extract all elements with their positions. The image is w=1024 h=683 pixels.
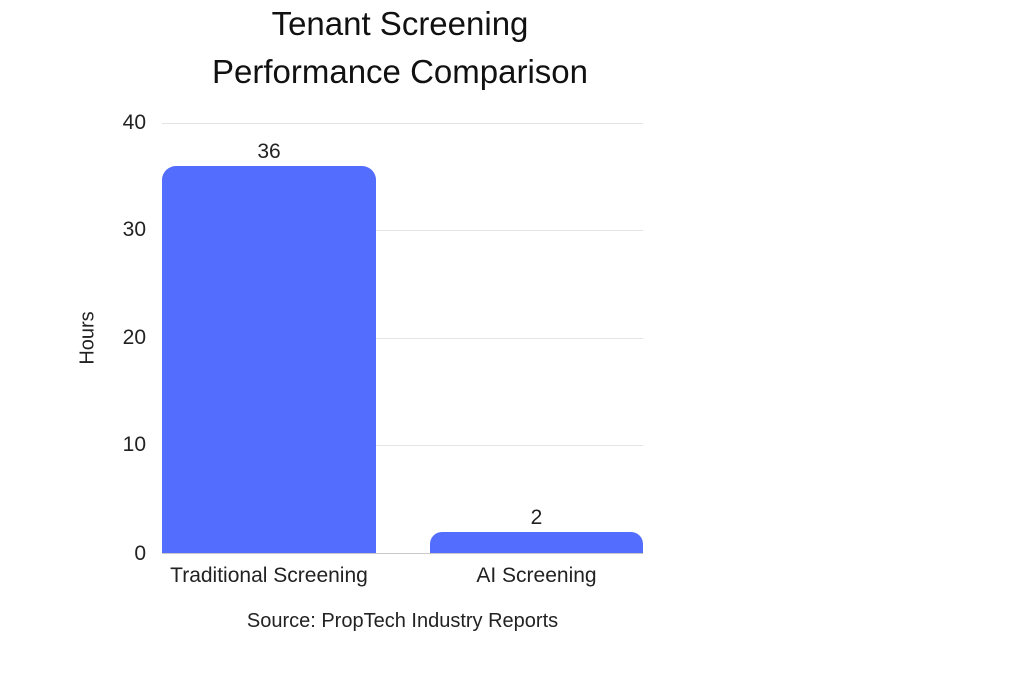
x-category-ai-screening: AI Screening [476, 564, 597, 587]
bar-value-traditional-screening: 36 [257, 140, 281, 163]
y-axis-label: Hours [76, 311, 99, 365]
bar-value-ai-screening: 2 [530, 506, 543, 529]
y-tick-20: 20 [122, 326, 146, 349]
chart-title-line-1: Tenant Screening [271, 5, 529, 42]
x-category-traditional-screening: Traditional Screening [170, 564, 368, 587]
chart-title-line-2: Performance Comparison [212, 53, 588, 90]
bar-ai-screening [430, 532, 643, 553]
x-axis-baseline [162, 553, 643, 554]
chart-title: Tenant Screening Performance Comparison [160, 0, 640, 96]
source-note: Source: PropTech Industry Reports [246, 610, 559, 632]
gridline-10 [162, 445, 643, 446]
y-tick-10: 10 [122, 433, 146, 456]
y-tick-30: 30 [122, 218, 146, 241]
bar-traditional-screening [162, 166, 376, 553]
gridline-40 [162, 123, 643, 124]
gridline-20 [162, 338, 643, 339]
y-tick-40: 40 [122, 111, 146, 134]
gridline-30 [162, 230, 643, 231]
y-tick-0: 0 [134, 542, 146, 565]
